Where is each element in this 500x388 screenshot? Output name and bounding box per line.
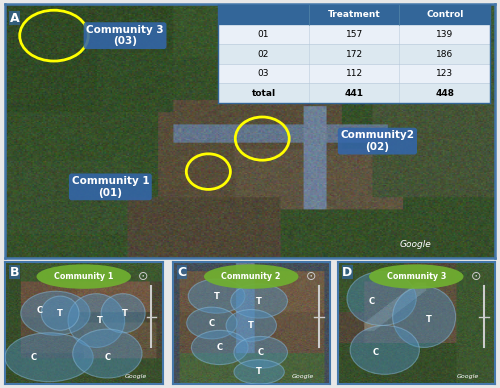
Text: T: T [248,321,254,330]
Text: 112: 112 [346,69,362,78]
Bar [218,83,490,103]
Text: T: T [96,316,102,325]
Text: Community 3
(03): Community 3 (03) [86,25,164,47]
Text: C: C [258,348,264,357]
Text: T: T [122,309,128,318]
Text: C: C [372,348,378,357]
Bar [218,64,490,83]
Text: C: C [36,306,43,315]
Text: T: T [256,296,262,305]
Ellipse shape [369,264,464,289]
Bar [218,25,490,44]
Ellipse shape [5,333,93,382]
Ellipse shape [68,294,124,348]
Text: B: B [10,265,19,279]
Ellipse shape [186,307,237,339]
Text: Community 1
(01): Community 1 (01) [72,176,149,197]
Ellipse shape [36,264,131,289]
Text: Community 1: Community 1 [54,272,114,281]
Ellipse shape [234,360,284,384]
Ellipse shape [204,264,298,289]
Text: Google: Google [400,240,432,249]
Text: Treatment: Treatment [328,10,380,19]
Text: T: T [256,367,262,376]
Text: 172: 172 [346,50,362,59]
Text: 03: 03 [258,69,269,78]
Text: 123: 123 [436,69,454,78]
Text: C: C [209,319,215,327]
Text: 01: 01 [258,30,269,39]
Text: D: D [342,265,352,279]
Ellipse shape [188,279,245,313]
Text: 02: 02 [258,50,269,59]
Text: 448: 448 [436,89,454,98]
Ellipse shape [72,329,142,378]
Text: Community2
(02): Community2 (02) [340,130,414,152]
Text: Control: Control [426,10,464,19]
Ellipse shape [192,330,248,365]
Bar [218,44,490,64]
Text: ⊙: ⊙ [138,270,149,283]
Ellipse shape [231,284,287,318]
Ellipse shape [392,286,456,348]
Text: T: T [57,309,63,318]
Text: total: total [252,89,276,98]
Ellipse shape [101,294,145,333]
Text: ⊙: ⊙ [306,270,316,283]
Bar [218,5,490,25]
Text: Google: Google [124,374,147,379]
Text: 441: 441 [344,89,364,98]
Text: C: C [104,353,110,362]
Ellipse shape [41,296,79,330]
Ellipse shape [350,326,420,374]
Text: C: C [216,343,223,352]
Ellipse shape [234,336,287,368]
Text: C: C [177,265,186,279]
Text: 139: 139 [436,30,454,39]
Ellipse shape [347,272,416,326]
Text: Google: Google [292,374,314,379]
Text: T: T [426,315,432,324]
Text: Community 3: Community 3 [386,272,446,281]
Text: Google: Google [457,374,479,379]
Ellipse shape [226,310,276,341]
Text: 186: 186 [436,50,454,59]
Text: Community 2: Community 2 [222,272,281,281]
Text: ⊙: ⊙ [471,270,482,283]
Text: 157: 157 [346,30,363,39]
Ellipse shape [21,291,90,335]
Text: T: T [214,292,220,301]
Text: C: C [369,296,375,305]
Text: C: C [30,353,36,362]
Text: A: A [10,12,20,24]
